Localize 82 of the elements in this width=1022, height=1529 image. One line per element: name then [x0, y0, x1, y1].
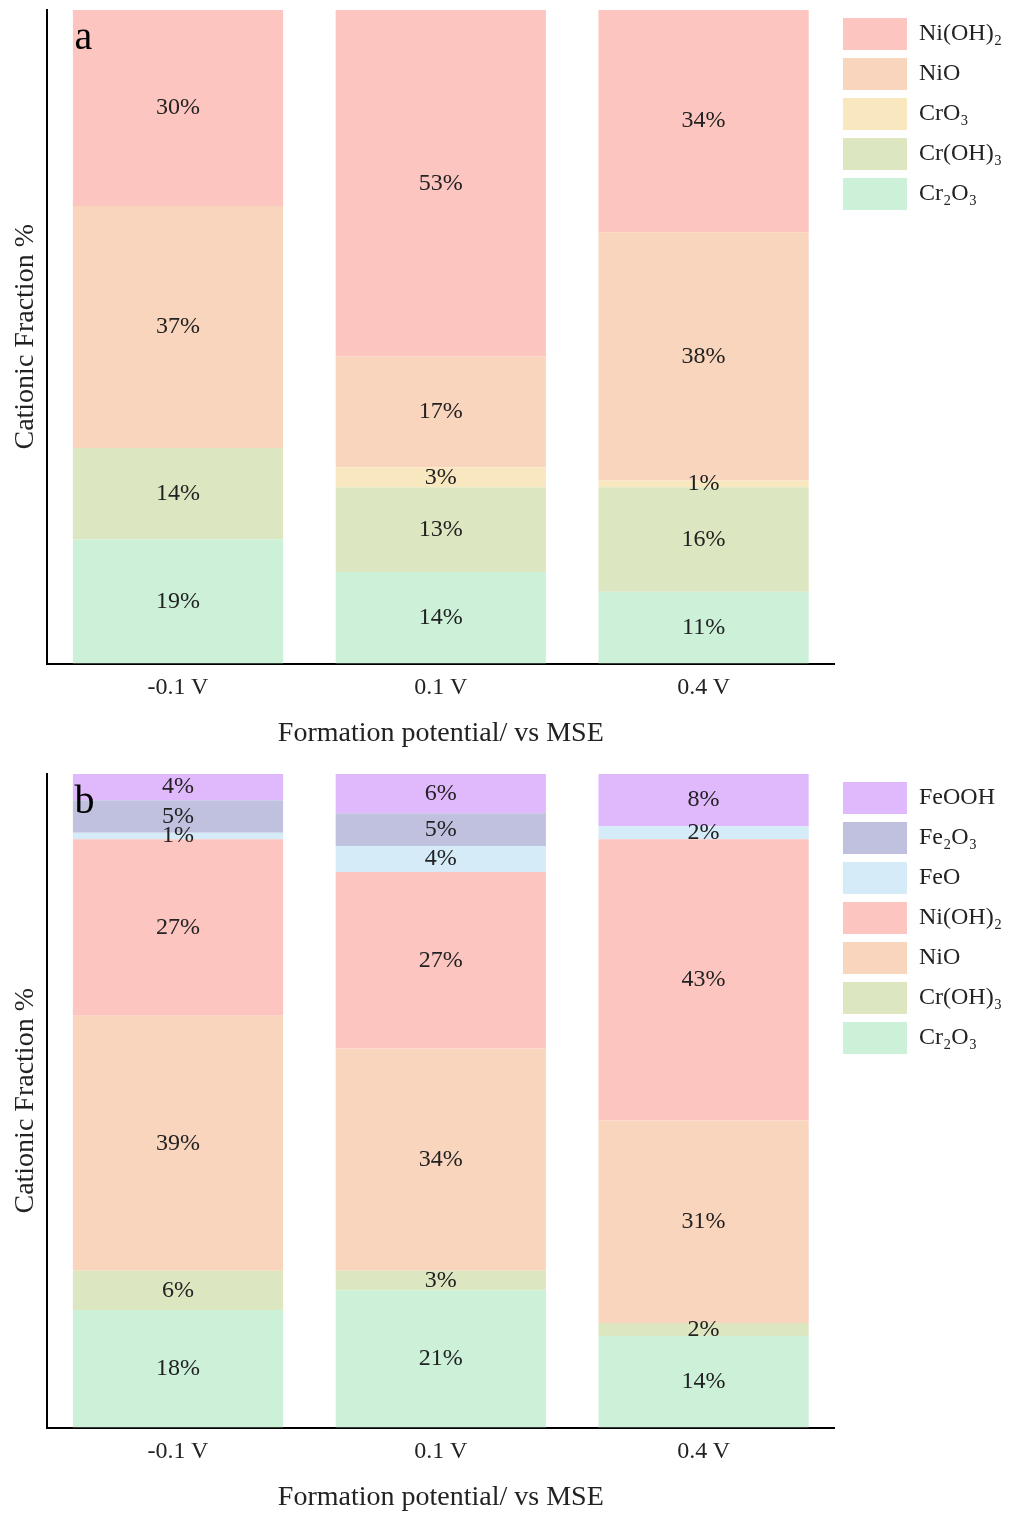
data-label: 18% [156, 1354, 200, 1381]
data-label: 43% [681, 965, 726, 992]
legend-label: NiO [918, 59, 961, 86]
data-label: 31% [681, 1207, 726, 1234]
bar [335, 813, 546, 846]
bar [72, 539, 284, 664]
y-axis-title: Cationic Fraction % [8, 988, 40, 1214]
x-tick-label: -0.1 V [147, 673, 210, 700]
legend-label: FeO [918, 863, 961, 890]
bar [335, 10, 546, 357]
annotation: b [74, 776, 95, 822]
data-label: 2% [687, 818, 720, 845]
bar [335, 487, 546, 573]
bar [335, 356, 546, 468]
data-label: 4% [162, 772, 194, 799]
data-label: 4% [424, 844, 457, 871]
x-tick-label: 0.4 V [677, 1437, 731, 1464]
legend-label: Cr(OH)₃ [918, 139, 1002, 166]
bar [598, 839, 809, 1121]
data-label: 3% [424, 1265, 457, 1292]
x-tick-label: 0.4 V [677, 673, 731, 700]
data-label: 16% [681, 524, 726, 551]
legend-label: Ni(OH)₂ [918, 19, 1002, 46]
data-label: 38% [681, 341, 726, 368]
bar [72, 1015, 284, 1271]
data-label: 6% [424, 778, 457, 805]
data-label: 34% [681, 106, 726, 133]
bar [335, 1290, 546, 1428]
bar [72, 10, 284, 207]
data-label: 6% [162, 1275, 194, 1302]
bar [335, 572, 546, 664]
legend-label: Cr₂O₃ [918, 1023, 978, 1050]
bar [72, 1270, 284, 1310]
data-label: 14% [418, 603, 463, 630]
bar [598, 826, 809, 840]
annotation: a [74, 12, 93, 58]
x-tick-label: -0.1 V [147, 1437, 210, 1464]
bar [335, 872, 546, 1049]
x-tick-label: 0.1 V [414, 673, 468, 700]
data-label: 3% [424, 462, 457, 489]
bar [598, 1336, 809, 1428]
legend-label: Cr₂O₃ [918, 179, 978, 206]
data-label: 17% [418, 397, 463, 424]
bar [598, 1323, 809, 1337]
data-label: 53% [418, 168, 463, 195]
bar [598, 591, 809, 664]
y-axis-title: Cationic Fraction % [8, 224, 40, 450]
data-label: 19% [156, 586, 200, 613]
data-label: 13% [418, 514, 463, 541]
bar [72, 447, 284, 540]
data-label: 37% [156, 312, 200, 339]
data-label: 5% [162, 801, 194, 828]
data-label: 27% [156, 912, 200, 939]
data-label: 30% [156, 93, 200, 120]
data-label: 1% [687, 469, 720, 496]
data-label: 14% [156, 478, 200, 505]
legend-label: NiO [918, 943, 961, 970]
bar [72, 1309, 284, 1428]
bar [335, 467, 546, 488]
bar [335, 1048, 546, 1271]
data-label: 34% [418, 1144, 463, 1171]
data-label: 27% [418, 945, 463, 972]
legend-label: FeOOH [918, 783, 995, 810]
legend-label: Ni(OH)₂ [918, 903, 1002, 930]
x-axis-title: Formation potential/ vs MSE [277, 1479, 604, 1511]
bar [335, 774, 546, 814]
bar [335, 845, 546, 873]
legend-label: Cr(OH)₃ [918, 983, 1002, 1010]
data-label: 2% [687, 1314, 720, 1341]
data-label: 5% [424, 814, 457, 841]
data-label: 14% [681, 1367, 726, 1394]
x-axis-title: Formation potential/ vs MSE [277, 715, 604, 747]
legend-label: CrO₃ [918, 99, 969, 126]
data-label: 11% [682, 612, 726, 639]
data-label: 8% [687, 785, 720, 812]
bar [335, 1270, 546, 1291]
bar [72, 206, 284, 448]
data-label: 21% [418, 1344, 463, 1371]
data-label: 39% [156, 1128, 200, 1155]
bar [598, 10, 809, 233]
legend-label: Fe₂O₃ [918, 823, 978, 850]
x-tick-label: 0.1 V [414, 1437, 468, 1464]
